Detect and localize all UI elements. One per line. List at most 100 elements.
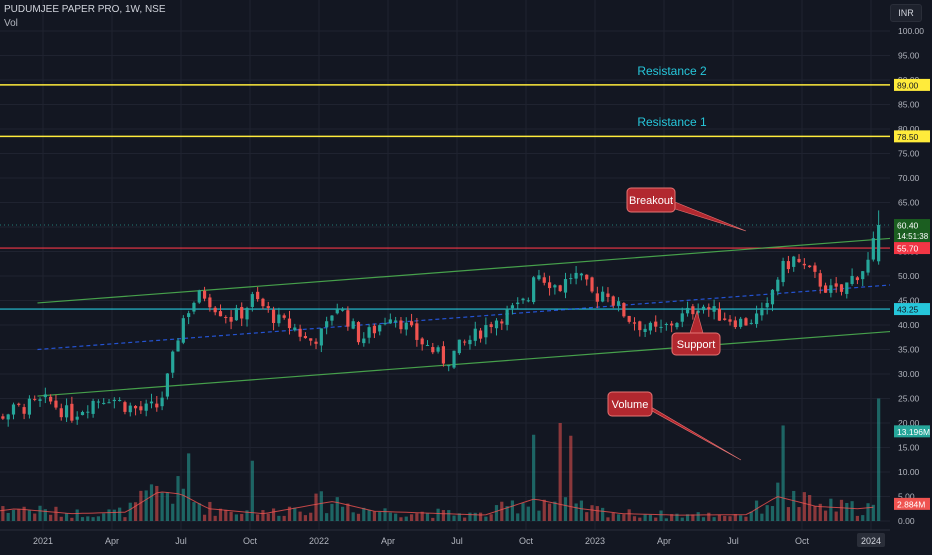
breakout-level-badge [894,242,930,255]
volume-bar [54,506,58,521]
volume-bar [855,515,860,521]
price-tick: 30.00 [898,369,920,379]
candle [378,325,382,332]
volume-bar [86,516,90,521]
candle [638,321,642,331]
candle [38,399,42,401]
candle [303,335,308,339]
candle [282,315,286,318]
candle [409,321,414,326]
candle [478,330,483,339]
candle [510,305,515,309]
volume-bar [590,505,594,521]
volume-1-value: 2.884M [897,499,925,509]
volume-bar [707,512,711,521]
volume-bar [123,517,127,521]
volume-bar [330,503,334,521]
volume-bar [250,460,254,521]
price-tick: 25.00 [898,394,920,404]
candle [659,326,663,328]
candle [319,328,323,346]
candle [436,347,440,352]
volume-bar [218,508,223,521]
volume-bar [112,509,116,521]
candle [425,345,430,347]
volume-bar [542,499,546,521]
candle [707,307,711,310]
resistance1-label: Resistance 1 [637,115,707,129]
candle [776,279,780,292]
resistance2-value: 89.00 [897,80,919,90]
candle [733,320,737,328]
volume-bar [601,507,605,521]
volume-bar [547,503,552,521]
volume-bar [22,506,26,521]
volume-bars [1,398,881,521]
candle [112,399,116,402]
vol-indicator-label[interactable]: Vol [4,18,18,29]
volume-bar [574,503,578,521]
candle [664,323,668,325]
volume-bar [643,514,647,521]
candle [823,285,828,293]
volume-bar [165,492,170,521]
candle [717,308,722,321]
volume-bar [335,497,339,521]
volume-bar [802,492,806,521]
currency-button[interactable]: INR [890,4,922,22]
candle [293,327,297,331]
volume-bar [723,515,727,521]
candle [54,400,58,408]
candle [505,308,509,325]
time-tick: 2021 [33,536,53,546]
candle [86,411,90,413]
volume-bar [478,512,483,521]
volume-bar [49,514,53,521]
volume-bar [680,517,684,521]
candle [367,327,371,338]
volume-bar [829,498,833,521]
volume-bar [409,514,414,521]
volume-bar [282,515,286,521]
volume-bar [585,512,589,521]
candle [335,308,339,314]
current-time-badge [857,533,885,547]
bar-countdown: 14:51:38 [897,232,929,241]
volume-bar [563,497,568,521]
candle [325,321,329,328]
volume-bar [261,510,265,521]
time-tick: Jul [727,536,739,546]
candle [33,398,37,400]
candle [261,298,265,307]
candle [330,315,334,321]
volume-bar [383,508,387,521]
volume-bar [691,514,695,521]
time-tick: Oct [519,536,534,546]
volume-bar [80,517,85,521]
volume-bar [611,512,615,521]
volume-bar [808,495,812,521]
volume-bar [871,504,875,521]
candle [691,306,695,315]
candle [569,278,573,280]
volume-bar [632,516,637,521]
volume-bar [781,425,785,521]
candle [627,315,631,322]
candle [855,277,860,281]
candle [802,263,806,266]
volume-bar [314,493,318,521]
candle [256,291,260,300]
volume-bar [616,514,621,521]
volume-bar [839,499,844,521]
volume-bar [319,491,323,521]
candle [877,225,881,262]
volume-bar [627,509,631,521]
volume-pointer [645,403,742,461]
volume-bar [155,485,159,521]
candle [654,321,658,327]
candle [696,310,700,313]
resistance1-value: 78.50 [897,132,919,142]
candle [181,318,185,343]
